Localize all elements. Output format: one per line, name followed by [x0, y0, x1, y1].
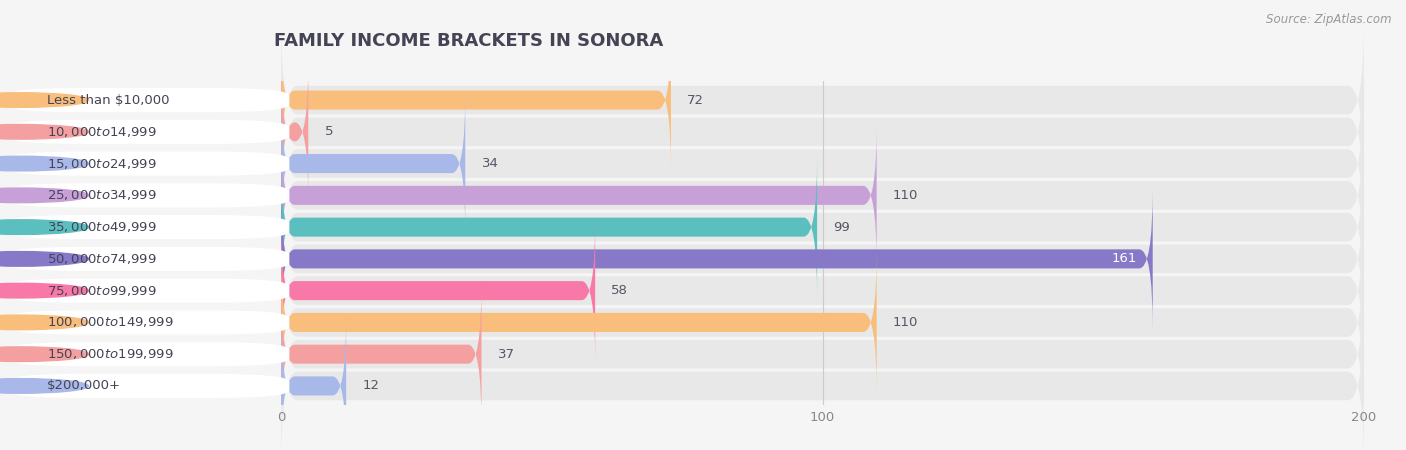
Circle shape: [0, 378, 89, 393]
Text: 58: 58: [612, 284, 628, 297]
FancyBboxPatch shape: [281, 126, 877, 265]
FancyBboxPatch shape: [281, 316, 346, 450]
FancyBboxPatch shape: [281, 83, 1364, 245]
Circle shape: [0, 252, 89, 266]
FancyBboxPatch shape: [6, 247, 290, 271]
Text: $200,000+: $200,000+: [48, 379, 121, 392]
Text: 12: 12: [363, 379, 380, 392]
FancyBboxPatch shape: [281, 114, 1364, 276]
FancyBboxPatch shape: [281, 157, 817, 297]
FancyBboxPatch shape: [281, 284, 481, 424]
FancyBboxPatch shape: [6, 374, 290, 398]
Text: 110: 110: [893, 189, 918, 202]
FancyBboxPatch shape: [6, 183, 290, 207]
Circle shape: [0, 125, 89, 139]
Text: $150,000 to $199,999: $150,000 to $199,999: [48, 347, 174, 361]
FancyBboxPatch shape: [281, 252, 877, 392]
FancyBboxPatch shape: [281, 30, 671, 170]
FancyBboxPatch shape: [6, 215, 290, 239]
Text: Less than $10,000: Less than $10,000: [48, 94, 170, 107]
Circle shape: [0, 315, 89, 330]
FancyBboxPatch shape: [281, 241, 1364, 403]
FancyBboxPatch shape: [6, 120, 290, 144]
FancyBboxPatch shape: [6, 279, 290, 303]
Circle shape: [0, 156, 89, 171]
Text: 72: 72: [688, 94, 704, 107]
Circle shape: [0, 188, 89, 202]
FancyBboxPatch shape: [281, 51, 1364, 213]
FancyBboxPatch shape: [6, 152, 290, 176]
Text: 110: 110: [893, 316, 918, 329]
FancyBboxPatch shape: [281, 189, 1153, 329]
FancyBboxPatch shape: [281, 62, 308, 202]
FancyBboxPatch shape: [281, 19, 1364, 181]
FancyBboxPatch shape: [6, 342, 290, 366]
Text: $50,000 to $74,999: $50,000 to $74,999: [48, 252, 157, 266]
Text: $10,000 to $14,999: $10,000 to $14,999: [48, 125, 157, 139]
FancyBboxPatch shape: [281, 178, 1364, 340]
Circle shape: [0, 347, 89, 361]
Text: Source: ZipAtlas.com: Source: ZipAtlas.com: [1267, 14, 1392, 27]
Text: FAMILY INCOME BRACKETS IN SONORA: FAMILY INCOME BRACKETS IN SONORA: [274, 32, 664, 50]
FancyBboxPatch shape: [6, 310, 290, 334]
Text: $75,000 to $99,999: $75,000 to $99,999: [48, 284, 157, 297]
Circle shape: [0, 220, 89, 234]
Text: 37: 37: [498, 348, 515, 361]
FancyBboxPatch shape: [281, 94, 465, 234]
FancyBboxPatch shape: [281, 273, 1364, 435]
Text: 99: 99: [834, 220, 851, 234]
Text: $25,000 to $34,999: $25,000 to $34,999: [48, 189, 157, 202]
Text: 161: 161: [1111, 252, 1136, 266]
FancyBboxPatch shape: [281, 305, 1364, 450]
Circle shape: [0, 93, 89, 108]
FancyBboxPatch shape: [281, 221, 595, 360]
Text: $35,000 to $49,999: $35,000 to $49,999: [48, 220, 157, 234]
Text: 34: 34: [481, 157, 498, 170]
FancyBboxPatch shape: [281, 210, 1364, 372]
Text: $15,000 to $24,999: $15,000 to $24,999: [48, 157, 157, 171]
Text: $100,000 to $149,999: $100,000 to $149,999: [48, 315, 174, 329]
FancyBboxPatch shape: [6, 88, 290, 112]
FancyBboxPatch shape: [281, 146, 1364, 308]
Circle shape: [0, 284, 89, 298]
Text: 5: 5: [325, 125, 333, 138]
